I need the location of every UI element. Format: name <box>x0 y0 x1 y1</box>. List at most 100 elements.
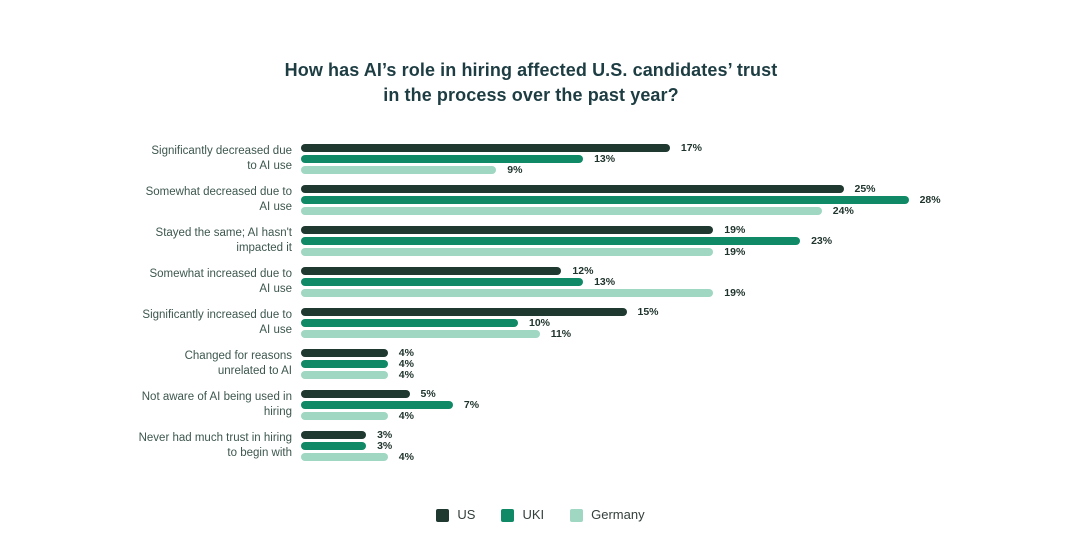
legend-item-uki: UKI <box>501 508 544 522</box>
chart-title: How has AI’s role in hiring affected U.S… <box>284 60 778 105</box>
value-label: 19% <box>724 287 746 299</box>
bar-row-us: 15% <box>301 306 659 318</box>
value-label: 17% <box>680 142 702 154</box>
bar-row-us: 17% <box>301 142 702 154</box>
bar-us <box>301 144 670 152</box>
bar-set: 17% 13% 9% <box>301 142 702 176</box>
bar-row-germany: 9% <box>301 164 702 176</box>
bar-uki <box>301 360 388 368</box>
bar-row-germany: 24% <box>301 205 941 217</box>
category-label: Significantly increased due to AI use <box>142 309 292 336</box>
value-label: 24% <box>832 205 854 217</box>
bar-chart: Significantly decreased due to AI use 17%… <box>0 142 941 472</box>
value-label: 4% <box>398 358 414 370</box>
bar-set: 12% 13% 19% <box>301 265 746 299</box>
value-label: 3% <box>377 440 393 452</box>
bar-set: 19% 23% 19% <box>301 224 833 258</box>
category-label: Never had much trust in hiring to begin … <box>138 432 292 459</box>
value-label: 4% <box>398 369 414 381</box>
legend-item-germany: Germany <box>570 507 645 522</box>
chart-legend: US UKI Germany <box>0 508 1081 522</box>
bar-row-uki: 10% <box>301 317 659 329</box>
bar-uki <box>301 155 584 163</box>
bar-us <box>301 267 562 275</box>
bar-row-germany: 19% <box>301 246 832 258</box>
value-label: 9% <box>507 164 523 176</box>
bar-us <box>301 431 367 439</box>
bar-row-uki: 7% <box>301 399 480 411</box>
legend-label: UKI <box>522 507 545 522</box>
value-label: 11% <box>550 328 572 340</box>
bar-row-us: 3% <box>301 430 414 440</box>
legend-swatch-icon <box>570 508 584 522</box>
category-label: Not aware of AI being used in hiring <box>141 391 292 418</box>
bar-germany <box>301 330 540 338</box>
category-group: Stayed the same; AI hasn't impacted it 19… <box>0 224 941 258</box>
bar-row-uki: 4% <box>301 358 414 370</box>
value-label: 25% <box>854 183 876 195</box>
bar-row-us: 25% <box>301 183 941 195</box>
bar-uki <box>301 278 584 286</box>
category-group: Not aware of AI being used in hiring 5% 7%… <box>0 388 941 422</box>
bar-uki <box>301 319 518 327</box>
category-group: Significantly decreased due to AI use 17%… <box>0 142 941 176</box>
bar-us <box>301 349 388 357</box>
bar-uki <box>301 237 801 245</box>
bar-row-uki: 28% <box>301 194 941 206</box>
value-label: 4% <box>398 347 414 359</box>
legend-item-us: US <box>436 508 475 522</box>
legend-swatch-icon <box>436 508 450 522</box>
value-label: 13% <box>594 153 616 165</box>
bar-uki <box>301 442 367 450</box>
category-label: Significantly decreased due to AI use <box>151 145 292 172</box>
value-label: 23% <box>811 235 833 247</box>
category-label: Somewhat decreased due to AI use <box>145 186 292 213</box>
bar-germany <box>301 371 388 379</box>
category-group: Somewhat increased due to AI use 12% 13% 19… <box>0 265 941 299</box>
value-label: 13% <box>594 276 616 288</box>
bar-set: 3% 3% 4% <box>301 430 414 463</box>
bar-us <box>301 185 844 193</box>
category-group: Somewhat decreased due to AI use 25% 28% 24… <box>0 183 941 217</box>
bar-germany <box>301 207 822 215</box>
bar-us <box>301 390 410 398</box>
bar-set: 5% 7% 4% <box>301 388 480 422</box>
category-label: Somewhat increased due to AI use <box>149 268 292 295</box>
category-group: Never had much trust in hiring to begin … <box>0 430 941 463</box>
value-label: 10% <box>529 317 551 329</box>
value-label: 19% <box>724 246 746 258</box>
bar-row-us: 12% <box>301 265 745 277</box>
category-label: Stayed the same; AI hasn't impacted it <box>155 227 292 254</box>
bar-set: 4% 4% 4% <box>301 347 414 381</box>
legend-label: US <box>457 507 476 522</box>
legend-swatch-icon <box>501 508 515 522</box>
value-label: 19% <box>724 224 746 236</box>
bar-set: 25% 28% 24% <box>301 183 941 217</box>
bar-row-germany: 19% <box>301 287 746 299</box>
bar-uki <box>301 401 453 409</box>
bar-germany <box>301 412 388 420</box>
bar-us <box>301 308 627 316</box>
value-label: 7% <box>463 399 480 411</box>
bar-set: 15% 10% 11% <box>301 306 659 340</box>
bar-row-germany: 11% <box>301 328 659 340</box>
bar-germany <box>301 289 714 297</box>
bar-us <box>301 226 714 234</box>
value-label: 28% <box>919 194 941 206</box>
value-label: 4% <box>398 451 414 463</box>
bar-uki <box>301 196 909 204</box>
bar-germany <box>301 248 714 256</box>
value-label: 5% <box>420 388 436 400</box>
bar-row-uki: 13% <box>301 276 745 288</box>
bar-row-uki: 3% <box>301 440 414 452</box>
bar-row-germany: 4% <box>301 410 479 422</box>
bar-germany <box>301 166 497 174</box>
category-group: Changed for reasons unrelated to AI 4% 4% 4… <box>0 347 941 381</box>
bar-row-us: 5% <box>301 388 479 400</box>
value-label: 15% <box>637 306 659 318</box>
bar-row-germany: 4% <box>301 451 414 463</box>
value-label: 12% <box>572 265 594 277</box>
legend-label: Germany <box>591 507 645 522</box>
value-label: 4% <box>398 410 414 422</box>
bar-row-germany: 4% <box>301 369 414 381</box>
